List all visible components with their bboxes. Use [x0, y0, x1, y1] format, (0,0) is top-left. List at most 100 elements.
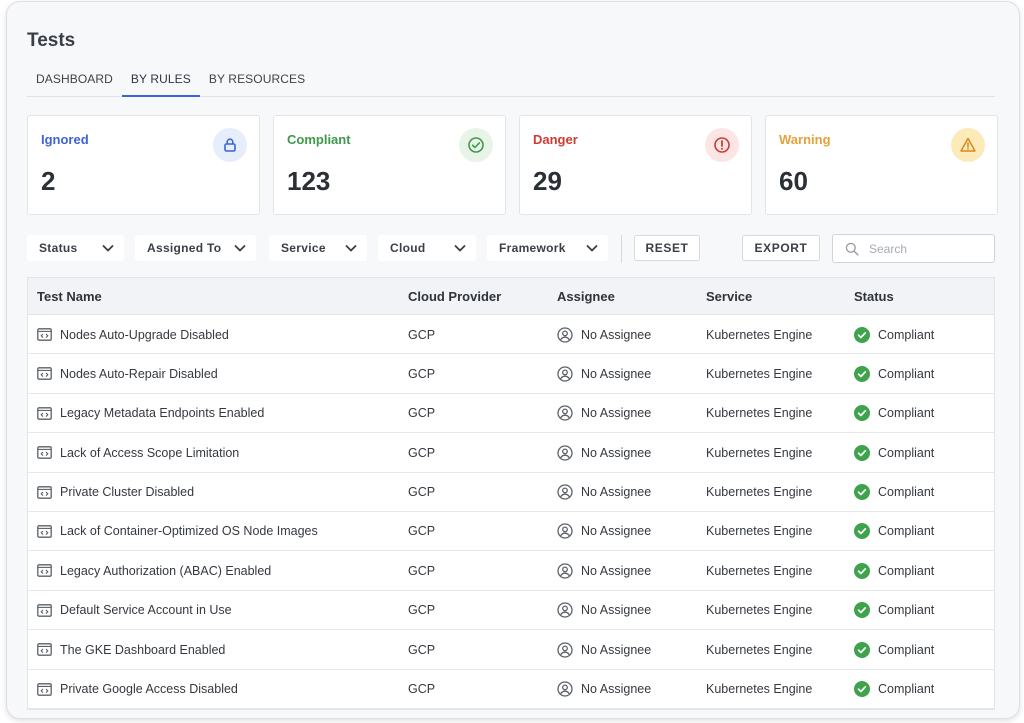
test-name[interactable]: Private Cluster Disabled: [60, 485, 195, 500]
table-header: Test Name Cloud Provider Assignee Servic…: [28, 278, 994, 315]
test-name[interactable]: Legacy Metadata Endpoints Enabled: [60, 406, 265, 421]
card-value: 2: [41, 166, 56, 196]
assignee-cell[interactable]: No Assignee: [557, 551, 651, 590]
service: Kubernetes Engine: [706, 366, 813, 381]
cloud-provider: GCP: [408, 603, 436, 618]
column-header-cloud-provider[interactable]: Cloud Provider: [408, 289, 502, 304]
export-button[interactable]: EXPORT: [742, 235, 820, 261]
filter-status[interactable]: Status: [27, 235, 124, 261]
card-warning[interactable]: Warning 60: [765, 115, 998, 215]
card-label: Ignored: [41, 132, 89, 147]
cloud-provider: GCP: [408, 327, 436, 342]
test-name-cell: Default Service Account in Use: [37, 591, 232, 630]
code-icon: [37, 603, 52, 617]
card-label: Compliant: [287, 132, 351, 147]
test-name[interactable]: Nodes Auto-Upgrade Disabled: [60, 327, 229, 342]
status-badge: Compliant: [878, 366, 935, 381]
test-name[interactable]: Nodes Auto-Repair Disabled: [60, 366, 218, 381]
table-row[interactable]: Nodes Auto-Repair Disabled GCP No Assign…: [28, 354, 994, 394]
chevron-down-icon: [454, 244, 466, 252]
filter-cloud[interactable]: Cloud: [378, 235, 476, 261]
assignee: No Assignee: [581, 406, 652, 421]
code-icon: [37, 525, 52, 538]
assignee-cell[interactable]: No Assignee: [557, 354, 651, 393]
check-circle-icon: [854, 405, 870, 422]
filter-service[interactable]: Service: [269, 235, 367, 261]
tab-dashboard[interactable]: DASHBOARD: [36, 72, 113, 86]
column-header-service[interactable]: Service: [706, 289, 753, 304]
code-icon: [37, 367, 52, 381]
chevron-down-icon: [345, 244, 357, 252]
assignee-cell[interactable]: No Assignee: [557, 670, 651, 709]
table-row[interactable]: Lack of Access Scope Limitation GCP No A…: [28, 433, 994, 473]
column-header-test-name[interactable]: Test Name: [37, 289, 102, 304]
assignee-cell[interactable]: No Assignee: [557, 630, 651, 669]
table-row[interactable]: The GKE Dashboard Enabled GCP No Assigne…: [28, 630, 994, 670]
column-header-assignee[interactable]: Assignee: [557, 289, 615, 304]
test-name-cell: Private Google Access Disabled: [37, 670, 238, 709]
table-row[interactable]: Lack of Container-Optimized OS Node Imag…: [28, 512, 994, 552]
assignee-cell[interactable]: No Assignee: [557, 315, 651, 354]
column-header-status[interactable]: Status: [854, 289, 894, 304]
code-icon: [37, 643, 52, 656]
table-row[interactable]: Default Service Account in Use GCP No As…: [28, 591, 994, 631]
cloud-provider: GCP: [408, 406, 436, 421]
test-name[interactable]: Legacy Authorization (ABAC) Enabled: [60, 563, 272, 578]
test-name[interactable]: The GKE Dashboard Enabled: [60, 642, 226, 657]
filter-label: Cloud: [390, 241, 426, 255]
table-row[interactable]: Legacy Metadata Endpoints Enabled GCP No…: [28, 394, 994, 434]
user-icon: [557, 326, 573, 343]
test-name[interactable]: Default Service Account in Use: [60, 603, 232, 618]
status-badge: Compliant: [878, 485, 935, 500]
test-name-cell: Nodes Auto-Upgrade Disabled: [37, 315, 229, 354]
service: Kubernetes Engine: [706, 682, 813, 697]
filter-assigned-to[interactable]: Assigned To: [135, 235, 256, 261]
code-icon: [37, 406, 52, 420]
assignee-cell[interactable]: No Assignee: [557, 512, 651, 551]
chevron-down-icon: [234, 244, 246, 252]
page-title: Tests: [27, 30, 76, 51]
status-badge: Compliant: [878, 406, 935, 421]
test-name[interactable]: Private Google Access Disabled: [60, 682, 238, 697]
tests-table: Test Name Cloud Provider Assignee Servic…: [27, 277, 995, 710]
reset-button[interactable]: RESET: [634, 235, 700, 261]
status-cell: Compliant: [854, 394, 934, 433]
status-badge: Compliant: [878, 563, 935, 578]
user-icon: [557, 366, 573, 382]
tab-by-resources[interactable]: BY RESOURCES: [208, 72, 306, 86]
search-input[interactable]: [869, 241, 979, 256]
card-compliant[interactable]: Compliant 123: [273, 115, 506, 215]
assignee-cell[interactable]: No Assignee: [557, 394, 651, 433]
table-row[interactable]: Nodes Auto-Upgrade Disabled GCP No Assig…: [28, 315, 994, 355]
user-icon: [557, 563, 573, 579]
table-row[interactable]: Legacy Authorization (ABAC) Enabled GCP …: [28, 551, 994, 591]
service: Kubernetes Engine: [706, 603, 813, 618]
table-row[interactable]: Private Google Access Disabled GCP No As…: [28, 670, 994, 709]
test-name[interactable]: Lack of Access Scope Limitation: [60, 445, 240, 460]
status-badge: Compliant: [878, 327, 935, 342]
service-cell: Kubernetes Engine: [706, 315, 812, 354]
assignee: No Assignee: [581, 327, 652, 342]
service: Kubernetes Engine: [706, 642, 813, 657]
check-circle-icon: [854, 444, 870, 461]
assignee-cell[interactable]: No Assignee: [557, 591, 651, 630]
service: Kubernetes Engine: [706, 563, 813, 578]
filter-framework[interactable]: Framework: [487, 235, 608, 261]
card-danger[interactable]: Danger 29: [519, 115, 752, 215]
service-cell: Kubernetes Engine: [706, 551, 812, 590]
service-cell: Kubernetes Engine: [706, 512, 812, 551]
test-name[interactable]: Lack of Container-Optimized OS Node Imag…: [60, 524, 318, 539]
card-ignored[interactable]: Ignored 2: [27, 115, 260, 215]
assignee: No Assignee: [581, 524, 652, 539]
check-circle-icon: [854, 326, 870, 343]
card-label: Danger: [533, 132, 578, 147]
service-cell: Kubernetes Engine: [706, 433, 812, 472]
status-cell: Compliant: [854, 315, 934, 354]
table-row[interactable]: Private Cluster Disabled GCP No Assignee…: [28, 473, 994, 512]
divider: [621, 235, 622, 263]
assignee-cell[interactable]: No Assignee: [557, 433, 651, 472]
filter-label: Assigned To: [147, 241, 222, 255]
tab-by-rules[interactable]: BY RULES: [121, 66, 200, 97]
filter-label: Framework: [499, 241, 566, 255]
assignee-cell[interactable]: No Assignee: [557, 473, 651, 512]
